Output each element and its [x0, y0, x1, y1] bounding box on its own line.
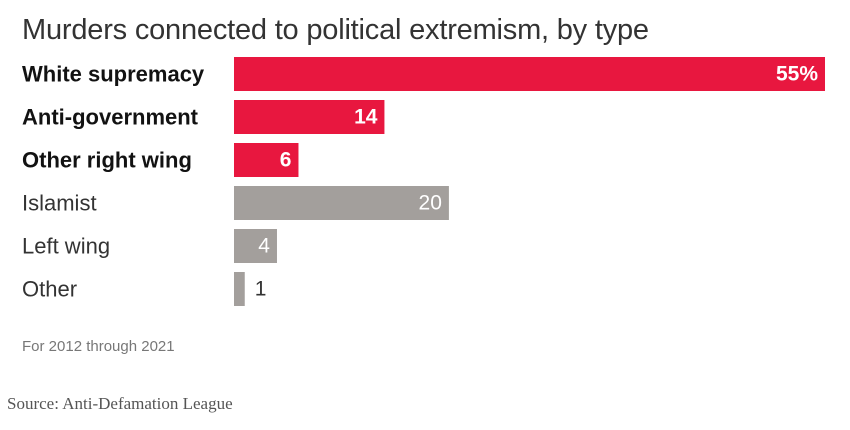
bar-other-right-wing	[234, 143, 299, 177]
value-label-other: 1	[255, 278, 267, 301]
value-label-other-right-wing: 6	[280, 149, 292, 172]
category-label-left-wing: Left wing	[22, 234, 110, 259]
value-label-anti-government: 14	[354, 106, 378, 129]
category-label-white-supremacy: White supremacy	[22, 62, 205, 87]
category-label-other: Other	[22, 277, 77, 302]
chart-title: Murders connected to political extremism…	[22, 14, 649, 46]
value-label-white-supremacy: 55%	[776, 63, 818, 86]
chart-source: Source: Anti-Defamation League	[7, 394, 233, 413]
bar-anti-government	[234, 100, 385, 134]
category-label-other-right-wing: Other right wing	[22, 148, 192, 173]
value-label-islamist: 20	[419, 192, 442, 215]
category-label-anti-government: Anti-government	[22, 105, 199, 130]
bar-chart: White supremacy 55%Anti-government 14Other…	[22, 57, 825, 306]
category-label-islamist: Islamist	[22, 191, 97, 216]
bar-islamist	[234, 186, 449, 220]
bar-other	[234, 272, 245, 306]
chart-note: For 2012 through 2021	[22, 338, 175, 355]
bar-left-wing	[234, 229, 277, 263]
value-label-left-wing: 4	[258, 235, 270, 258]
bar-white-supremacy	[234, 57, 825, 91]
